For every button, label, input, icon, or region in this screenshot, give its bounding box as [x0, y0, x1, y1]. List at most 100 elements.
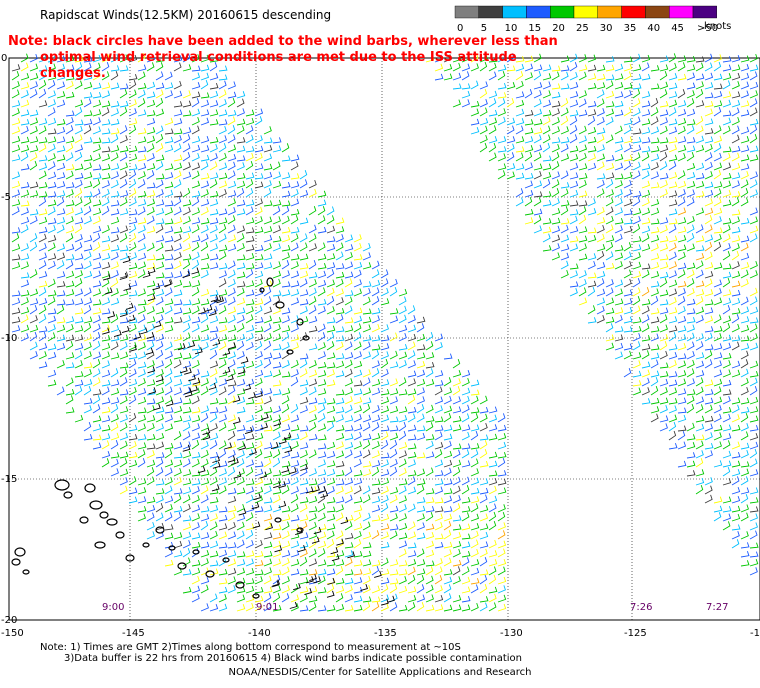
wind-barb [668, 261, 677, 270]
wind-barb [218, 477, 227, 486]
wind-barb [461, 476, 470, 486]
wind-barb [290, 297, 300, 306]
wind-barb [254, 449, 263, 459]
wind-barb [83, 172, 93, 180]
wind-barb [362, 531, 372, 540]
wind-barb [164, 407, 174, 414]
wind-barb [371, 260, 380, 270]
wind-barb [722, 496, 732, 504]
wind-barb [155, 341, 164, 351]
wind-barb [614, 279, 624, 288]
wind-barb [398, 324, 408, 333]
wind-barb [191, 152, 200, 162]
wind-barb [83, 162, 92, 171]
wind-barb [218, 270, 227, 279]
wind-barb [596, 98, 605, 108]
wind-barb [686, 189, 695, 198]
wind-barb [533, 191, 543, 198]
wind-barb [731, 191, 741, 198]
wind-barb [83, 56, 93, 63]
wind-barb [137, 351, 147, 360]
wind-barb [740, 170, 749, 180]
wind-barb [335, 271, 345, 279]
wind-barb [209, 349, 218, 360]
island-outline [192, 549, 200, 555]
contaminated-wind-barb [231, 457, 239, 465]
wind-barb [254, 145, 264, 153]
wind-barb [281, 270, 290, 279]
wind-barb [236, 333, 246, 342]
wind-barb [110, 200, 120, 207]
wind-barb [497, 71, 506, 81]
island-outline [222, 557, 230, 563]
wind-barb [173, 488, 183, 495]
wind-barb [299, 332, 308, 342]
wind-barb [227, 359, 236, 369]
wind-barb [245, 172, 255, 180]
wind-barb [263, 352, 273, 360]
wind-barb [173, 442, 183, 450]
contaminated-wind-barb [133, 332, 142, 340]
contaminated-wind-barb [281, 465, 290, 474]
wind-barb [641, 180, 651, 189]
wind-barb [416, 352, 426, 360]
wind-barb [587, 235, 597, 243]
wind-barb [74, 234, 83, 243]
wind-barb [101, 278, 110, 288]
wind-barb [695, 315, 704, 324]
contaminated-wind-barb [155, 375, 164, 383]
wind-barb [110, 314, 119, 324]
contaminated-wind-barb [227, 455, 236, 463]
wind-barb [740, 431, 749, 441]
wind-barb [497, 163, 507, 171]
wind-barb [191, 344, 201, 351]
wind-barb [641, 127, 651, 135]
wind-barb [479, 487, 489, 495]
wind-barb [749, 225, 759, 234]
wind-barb [38, 88, 47, 99]
wind-barb [425, 404, 434, 414]
wind-barb [632, 360, 641, 369]
wind-barb [317, 575, 326, 585]
island-outline [168, 545, 176, 551]
wind-barb [353, 560, 363, 567]
wind-barb [56, 208, 66, 216]
wind-barb [686, 324, 695, 333]
contaminated-wind-barb [119, 309, 128, 318]
wind-barb [335, 578, 345, 585]
wind-barb [389, 505, 399, 513]
wind-barb [236, 530, 245, 540]
wind-barb [83, 244, 93, 252]
wind-barb [461, 604, 471, 612]
wind-barb [740, 235, 750, 243]
wind-barb [173, 532, 183, 540]
wind-barb [47, 73, 57, 81]
wind-barb [722, 460, 732, 468]
wind-barb [416, 425, 426, 432]
wind-barb [29, 73, 39, 81]
wind-barb [587, 286, 596, 297]
wind-barb [659, 405, 668, 414]
wind-barb [20, 333, 29, 342]
wind-barb [218, 440, 227, 450]
wind-barb [236, 487, 246, 495]
contaminated-wind-barb [251, 502, 260, 510]
wind-barb [497, 548, 506, 558]
wind-barb [362, 461, 372, 468]
wind-barb [560, 98, 569, 108]
wind-barb [650, 107, 659, 117]
wind-barb [128, 378, 138, 387]
wind-barb [335, 314, 344, 324]
wind-barb [137, 377, 146, 387]
wind-barb [659, 137, 669, 144]
wind-barb [335, 593, 344, 603]
wind-barb [497, 136, 507, 144]
wind-barb [92, 299, 102, 306]
wind-barb [173, 80, 182, 90]
wind-barb [641, 189, 651, 198]
wind-barb [560, 170, 569, 180]
wind-barb [605, 74, 615, 81]
wind-barb [371, 315, 380, 324]
wind-barb [713, 505, 723, 513]
wind-barb [182, 110, 192, 117]
